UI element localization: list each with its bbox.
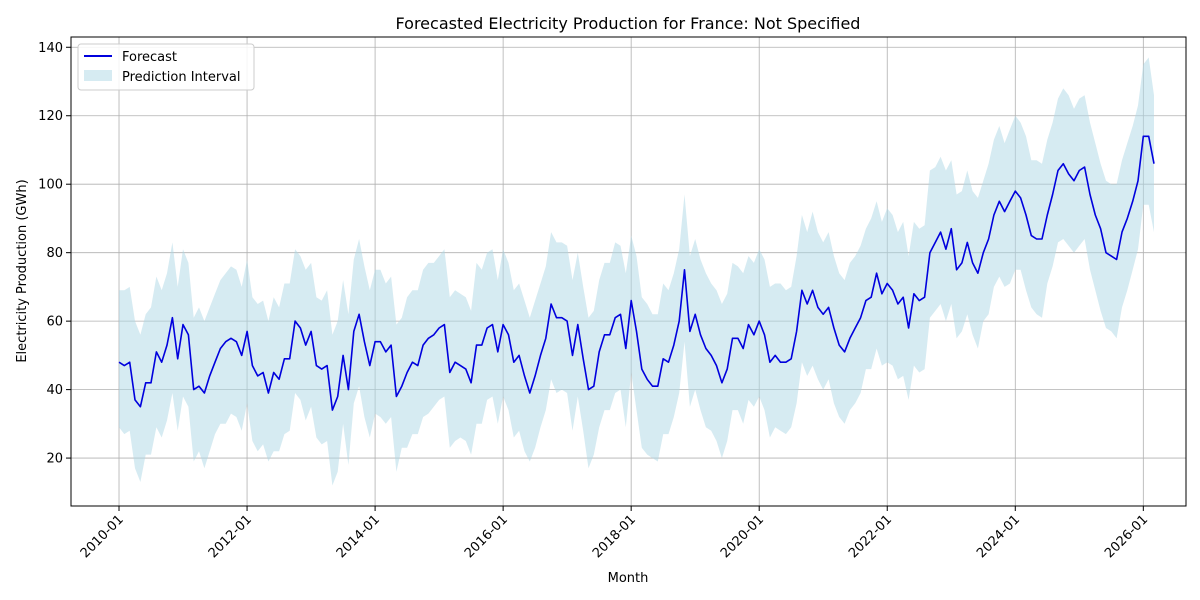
prediction-interval-area	[119, 57, 1154, 486]
prediction-interval-band	[119, 57, 1154, 486]
forecast-line	[118, 135, 1155, 411]
y-tick-label: 40	[46, 383, 63, 398]
y-axis-ticks: 20 40 60 80 100 120 140	[38, 41, 71, 467]
chart-title: Forecasted Electricity Production for Fr…	[396, 14, 861, 33]
y-tick-label: 120	[38, 109, 63, 124]
y-tick-label: 100	[38, 178, 63, 193]
plot-frame	[70, 36, 1187, 507]
y-tick-label: 60	[46, 315, 63, 330]
legend: Forecast Prediction Interval	[77, 43, 255, 91]
forecast-series-line	[118, 135, 1155, 411]
y-tick-label: 80	[46, 246, 63, 261]
x-axis-label: Month	[608, 571, 649, 586]
y-tick-label: 20	[46, 452, 63, 467]
legend-forecast-label: Forecast	[122, 50, 177, 65]
y-axis-label: Electricity Production (GWh)	[15, 179, 30, 362]
legend-box	[77, 43, 255, 91]
y-tick-label: 140	[38, 41, 63, 56]
legend-interval-swatch	[84, 70, 112, 81]
legend-interval-label: Prediction Interval	[122, 70, 241, 85]
